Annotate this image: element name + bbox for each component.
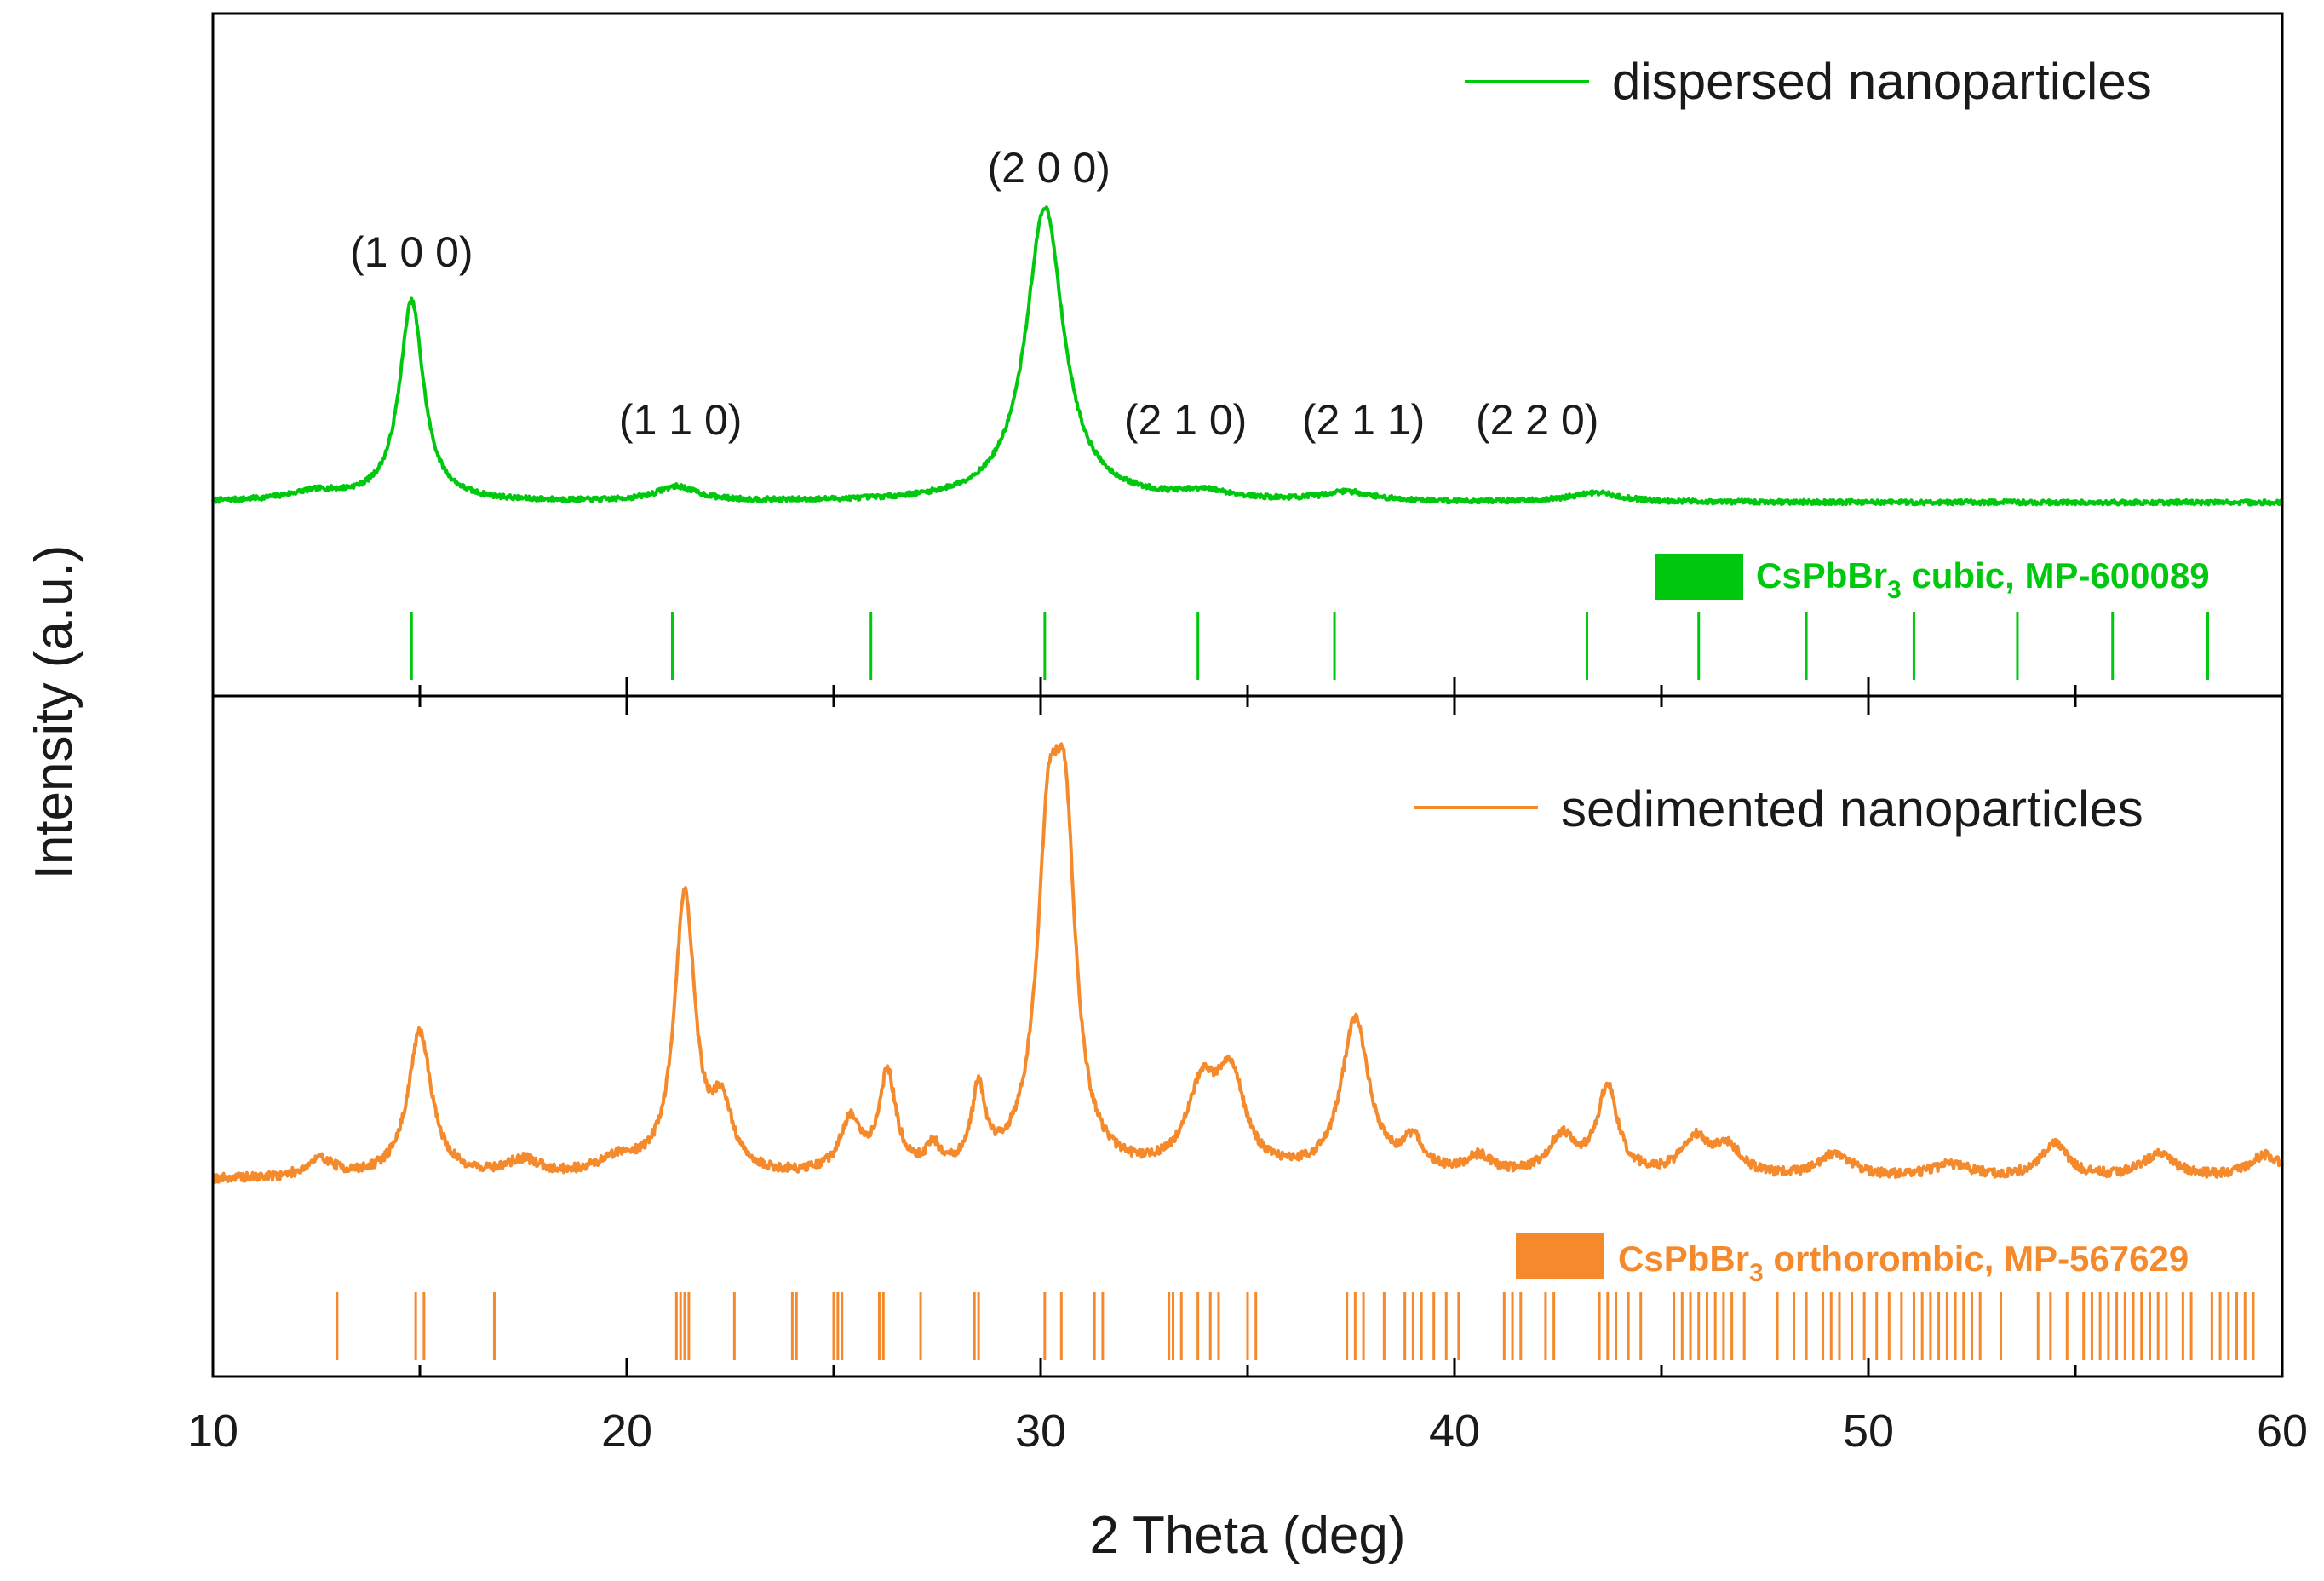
x-tick-label: 40 [1429, 1406, 1480, 1457]
x-tick-label: 50 [1843, 1406, 1894, 1457]
x-tick-label: 10 [187, 1406, 238, 1457]
cubic-reference-name: cubic, MP-600089 [1902, 555, 2210, 595]
cubic-reference-subscript: 3 [1887, 576, 1902, 604]
orthorombic-reference-formula: CsPbBr [1618, 1239, 1749, 1279]
x-tick-label: 60 [2257, 1406, 2308, 1457]
y-axis-label: Intensity (a.u.) [25, 545, 83, 880]
dispersed-reference-lines [410, 612, 2210, 680]
sedimented-series-line [211, 742, 2284, 1185]
peak-label: (2 0 0) [987, 144, 1110, 192]
peak-label: (1 1 0) [619, 396, 743, 444]
x-tick-label: 30 [1015, 1406, 1066, 1457]
cubic-reference-swatch [1655, 554, 1743, 600]
dispersed-series-line [211, 205, 2284, 507]
peak-label: (2 2 0) [1476, 396, 1599, 444]
dispersed-panel: (1 0 0) (1 1 0) (2 0 0) (2 1 0) (2 1 1) (2 2 … [211, 53, 2284, 680]
peak-label: (2 1 1) [1302, 396, 1426, 444]
orthorombic-reference-swatch [1516, 1233, 1604, 1279]
x-axis-label: 2 Theta (deg) [1089, 1506, 1405, 1565]
orthorombic-reference-name: orthorombic, MP-567629 [1764, 1239, 2189, 1279]
orthorombic-reference-subscript: 3 [1749, 1259, 1764, 1287]
sedimented-reference-lines [336, 1292, 2255, 1360]
cubic-reference-formula: CsPbBr [1756, 555, 1887, 595]
cubic-reference-label: CsPbBr3 cubic, MP-600089 [1756, 555, 2210, 604]
x-axis-ticks: 10 20 30 40 50 60 [187, 677, 2308, 1457]
orthorombic-reference-label: CsPbBr3 orthorombic, MP-567629 [1618, 1239, 2189, 1287]
x-tick-label: 20 [601, 1406, 652, 1457]
sedimented-legend-label: sedimented nanoparticles [1561, 780, 2143, 837]
sedimented-panel: sedimented nanoparticles CsPbBr3 orthoro… [211, 742, 2284, 1360]
peak-label: (1 0 0) [350, 228, 473, 276]
peak-label: (2 1 0) [1124, 396, 1248, 444]
dispersed-peak-labels: (1 0 0) (1 1 0) (2 0 0) (2 1 0) (2 1 1) (2 2 … [350, 144, 1598, 444]
dispersed-legend-label: dispersed nanoparticles [1612, 53, 2152, 110]
